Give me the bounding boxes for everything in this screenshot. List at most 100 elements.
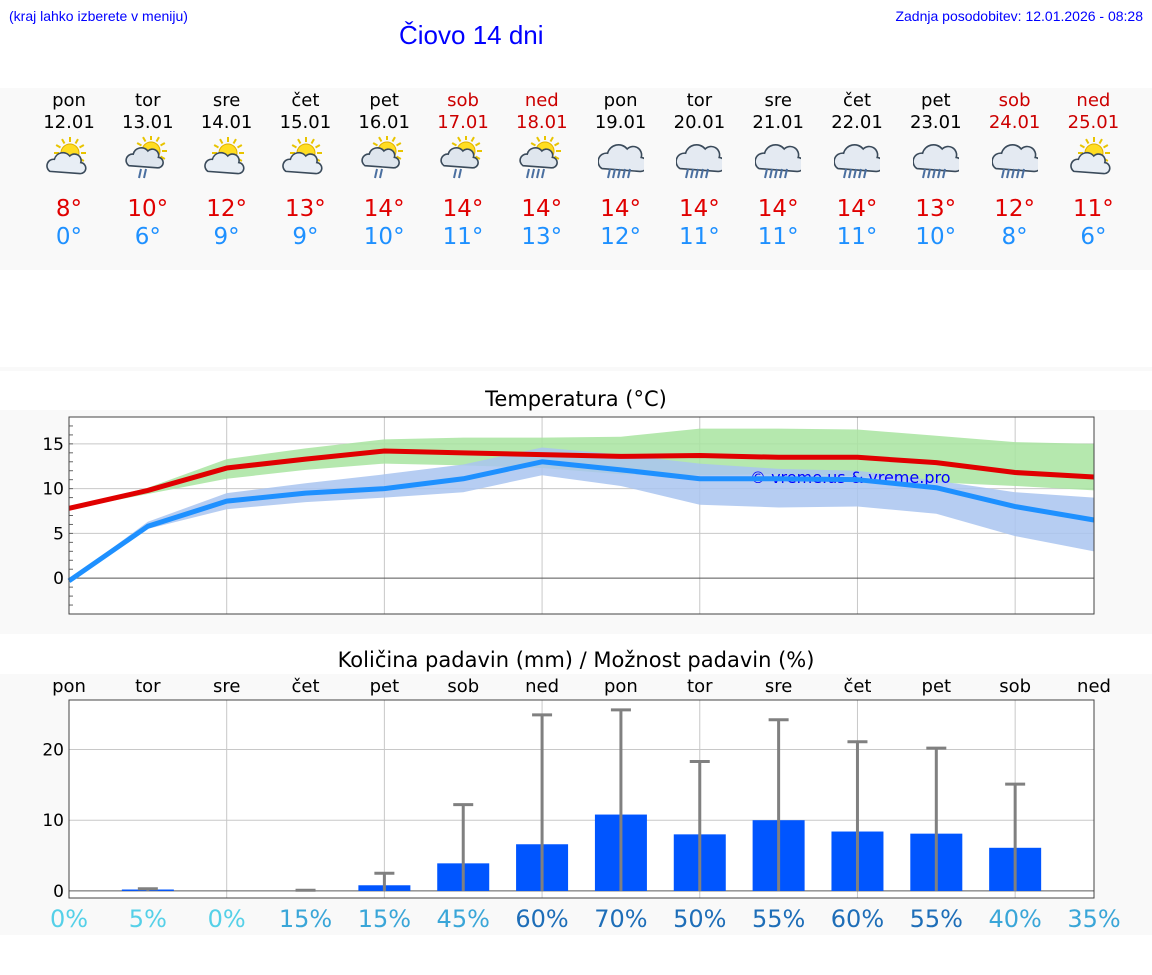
sun-ray xyxy=(475,155,481,160)
cloud-shape xyxy=(1070,151,1111,175)
cloud-shape xyxy=(991,144,1038,173)
rain-drop xyxy=(941,168,946,179)
rain-drop xyxy=(1020,168,1025,179)
rain-drop xyxy=(931,168,936,179)
rain-drop xyxy=(142,168,147,179)
sun-cloud-rain-icon xyxy=(440,136,482,179)
day-name: sre xyxy=(212,90,241,111)
rain-drop xyxy=(700,168,705,179)
day-date: 15.01 xyxy=(279,112,332,133)
x-category-label: pet xyxy=(370,676,400,697)
sun-ray xyxy=(292,144,298,149)
day-date: 24.01 xyxy=(988,112,1041,133)
sun-cloud-icon xyxy=(282,137,323,175)
sun-cloud-heavy-rain-icon xyxy=(519,136,561,179)
day-date: 14.01 xyxy=(200,112,253,133)
temp-min: 11° xyxy=(836,224,878,250)
y-tick-label: 5 xyxy=(53,524,64,544)
sun-ray xyxy=(1080,144,1086,149)
x-category-label: tor xyxy=(135,676,161,697)
day-date: 22.01 xyxy=(831,112,883,133)
x-category-label: sob xyxy=(999,676,1031,697)
rain-drop xyxy=(848,168,852,179)
sun-ray xyxy=(372,142,379,147)
day-forecast: sre 14.01 12° 9° xyxy=(187,88,267,258)
temp-min: 13° xyxy=(521,224,563,250)
rain-drop xyxy=(621,168,626,179)
temp-min: 6° xyxy=(1080,224,1107,250)
sun-ray xyxy=(79,144,85,149)
cloud-rain-icon xyxy=(834,144,880,179)
rain-drop xyxy=(525,168,530,179)
sun-ray xyxy=(159,155,166,160)
temp-min: 0° xyxy=(55,224,83,250)
temp-min: 9° xyxy=(292,224,319,250)
temp-min: 11° xyxy=(679,224,720,250)
day-name: pon xyxy=(52,90,86,111)
x-category-label: sre xyxy=(213,676,240,697)
precip-probability-label: 50% xyxy=(673,905,726,933)
rain-drop xyxy=(137,168,142,179)
rain-drop xyxy=(705,168,710,179)
precip-probability-label: 15% xyxy=(358,905,411,933)
cloud-shape xyxy=(912,144,959,173)
sun-ray xyxy=(236,144,242,149)
sun-ray xyxy=(378,136,383,142)
cloud-shape xyxy=(440,147,479,169)
rain-drop xyxy=(784,168,789,179)
rain-drop xyxy=(458,168,462,179)
precipitation-chart-title: Količina padavin (mm) / Možnost padavin … xyxy=(337,648,815,672)
rain-drop xyxy=(1010,168,1015,179)
day-date: 13.01 xyxy=(122,112,174,133)
rain-drop xyxy=(858,168,862,179)
sun-ray xyxy=(470,136,475,142)
sun-ray xyxy=(475,142,481,147)
rain-drop xyxy=(853,168,857,179)
day-name: ned xyxy=(1076,90,1111,111)
day-forecast: ned 25.01 11° 6° xyxy=(1053,88,1133,258)
day-forecast: čet 15.01 13° 9° xyxy=(265,88,345,258)
precip-probability-label: 60% xyxy=(831,905,884,933)
x-category-label: čet xyxy=(292,676,320,697)
day-name: sre xyxy=(764,90,792,111)
temp-min: 12° xyxy=(600,224,641,250)
day-forecast: sre 21.01 14° 11° xyxy=(738,88,818,258)
sun-ray xyxy=(535,136,541,142)
temp-line-min xyxy=(67,459,1095,583)
cloud-shape xyxy=(834,144,880,173)
day-date: 23.01 xyxy=(910,112,962,133)
rain-drop xyxy=(453,168,457,179)
precip-probability-label: 0% xyxy=(208,905,246,933)
precip-probability-label: 55% xyxy=(910,905,963,933)
cloud-rain-icon xyxy=(991,144,1038,179)
sun-ray xyxy=(61,138,66,144)
rain-drop xyxy=(611,168,616,179)
y-tick-label: 10 xyxy=(42,811,64,831)
day-name: pet xyxy=(921,90,951,111)
cloud-rain-icon xyxy=(755,144,802,179)
day-date: 25.01 xyxy=(1067,112,1120,133)
precip-probability-label: 35% xyxy=(1067,905,1120,933)
day-date: 17.01 xyxy=(437,112,489,133)
day-date: 19.01 xyxy=(594,112,647,133)
temperature-chart-title: Temperatura (°C) xyxy=(485,387,667,411)
sun-cloud-icon xyxy=(1070,137,1111,175)
temp-line-max xyxy=(68,448,1095,511)
cloud-shape xyxy=(676,144,723,173)
x-category-label: pon xyxy=(604,676,638,697)
sun-ray xyxy=(549,136,554,142)
x-category-label: ned xyxy=(525,676,559,697)
separator-band xyxy=(0,367,1152,371)
temp-min: 11° xyxy=(442,224,484,250)
sun-ray xyxy=(55,144,61,149)
precip-probability-label: 5% xyxy=(129,905,167,933)
cloud-rain-icon xyxy=(597,144,644,179)
temp-max: 12° xyxy=(206,196,247,222)
rain-drop xyxy=(764,168,769,179)
rain-drop xyxy=(774,168,779,179)
sun-ray xyxy=(553,155,560,160)
sun-ray xyxy=(457,136,462,142)
rain-drop xyxy=(921,168,926,179)
x-category-label: pet xyxy=(922,676,952,697)
